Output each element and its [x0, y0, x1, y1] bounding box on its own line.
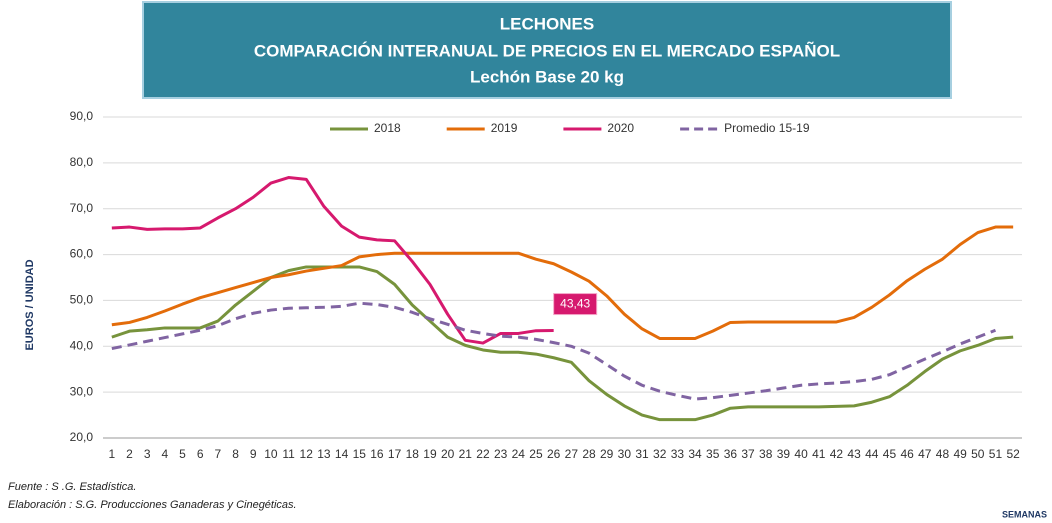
x-axis-label: SEMANAS	[1002, 509, 1047, 519]
x-tick-label: 2	[126, 447, 133, 461]
x-tick-label: 38	[759, 447, 773, 461]
x-tick-label: 6	[197, 447, 204, 461]
x-tick-label: 51	[989, 447, 1003, 461]
x-tick-label: 37	[741, 447, 755, 461]
x-tick-label: 49	[953, 447, 967, 461]
x-tick-label: 44	[865, 447, 879, 461]
title: LECHONES	[500, 14, 594, 33]
x-tick-label: 31	[635, 447, 649, 461]
x-tick-label: 23	[494, 447, 508, 461]
x-tick-label: 11	[282, 447, 295, 461]
y-tick-label: 40,0	[70, 338, 94, 352]
x-tick-label: 50	[971, 447, 985, 461]
x-tick-label: 47	[918, 447, 932, 461]
x-tick-label: 8	[232, 447, 239, 461]
x-tick-label: 7	[215, 447, 222, 461]
x-tick-label: 3	[144, 447, 151, 461]
x-tick-label: 52	[1006, 447, 1020, 461]
y-tick-label: 50,0	[70, 293, 94, 307]
x-tick-label: 4	[162, 447, 169, 461]
y-tick-label: 20,0	[70, 430, 94, 444]
title-box	[142, 1, 952, 99]
y-tick-label: 70,0	[70, 201, 94, 215]
legend-label: 2018	[374, 121, 401, 135]
series-line	[111, 176, 554, 345]
legend-label: 2020	[607, 121, 634, 135]
x-tick-label: 33	[671, 447, 685, 461]
annotation-box	[553, 293, 598, 316]
x-tick-label: 42	[830, 447, 844, 461]
x-tick-label: 19	[423, 447, 437, 461]
source-note: Fuente : S .G. Estadística.	[8, 481, 136, 493]
x-tick-label: 43	[847, 447, 861, 461]
title: COMPARACIÓN INTERANUAL DE PRECIOS EN EL …	[254, 40, 840, 60]
x-tick-label: 34	[688, 447, 702, 461]
x-tick-label: 16	[370, 447, 384, 461]
x-tick-label: 17	[388, 447, 402, 461]
x-tick-label: 10	[264, 447, 278, 461]
x-tick-label: 29	[600, 447, 614, 461]
y-tick-label: 30,0	[70, 384, 94, 398]
y-tick-label: 60,0	[70, 247, 94, 261]
series-line	[111, 225, 1014, 340]
x-tick-label: 27	[565, 447, 579, 461]
y-tick-label: 90,0	[70, 109, 94, 123]
x-tick-label: 45	[883, 447, 897, 461]
x-tick-label: 36	[724, 447, 738, 461]
x-tick-label: 9	[250, 447, 257, 461]
x-tick-label: 24	[512, 447, 526, 461]
series-line	[111, 265, 1014, 422]
x-tick-label: 25	[529, 447, 543, 461]
x-tick-label: 26	[547, 447, 561, 461]
x-tick-label: 35	[706, 447, 720, 461]
x-tick-label: 40	[794, 447, 808, 461]
subtitle: Lechón Base 20 kg	[470, 67, 624, 86]
x-tick-label: 22	[476, 447, 490, 461]
x-tick-label: 41	[812, 447, 826, 461]
legend-label: 2019	[491, 121, 518, 135]
series-line	[111, 301, 997, 401]
x-tick-label: 15	[353, 447, 367, 461]
data-label: 43,43	[560, 297, 590, 311]
source-note: Elaboración : S.G. Producciones Ganadera…	[8, 499, 297, 511]
x-tick-label: 48	[936, 447, 950, 461]
y-tick-label: 80,0	[70, 155, 94, 169]
y-axis-label: EUROS / UNIDAD	[24, 259, 36, 350]
x-tick-label: 46	[900, 447, 914, 461]
legend-label: Promedio 15-19	[724, 121, 810, 135]
x-tick-label: 18	[406, 447, 420, 461]
x-tick-label: 14	[335, 447, 349, 461]
x-tick-label: 5	[179, 447, 186, 461]
x-tick-label: 21	[459, 447, 473, 461]
x-tick-label: 30	[618, 447, 632, 461]
x-tick-label: 39	[777, 447, 791, 461]
x-tick-label: 13	[317, 447, 331, 461]
x-tick-label: 12	[300, 447, 314, 461]
x-tick-label: 32	[653, 447, 667, 461]
x-tick-label: 28	[582, 447, 596, 461]
x-tick-label: 20	[441, 447, 455, 461]
x-tick-label: 1	[108, 447, 115, 461]
